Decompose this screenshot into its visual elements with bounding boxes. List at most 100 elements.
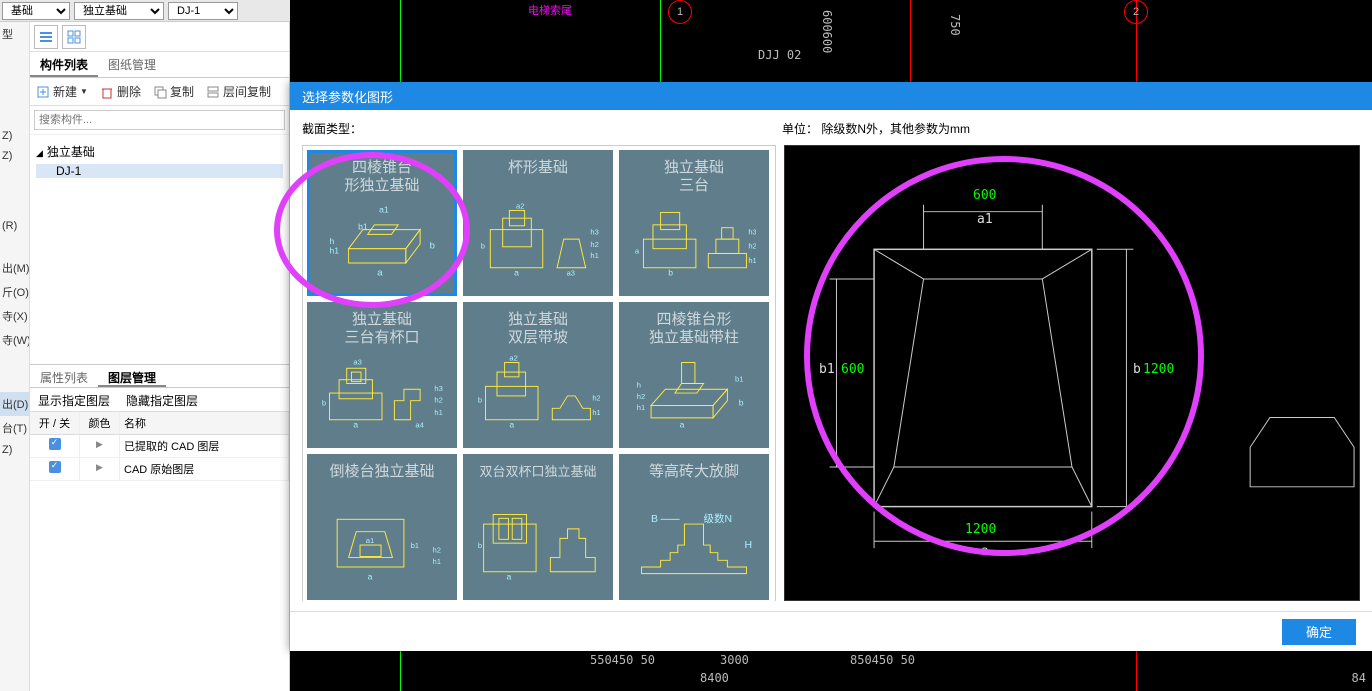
layer-table: 开 / 关 颜色 名称 ▶ 已提取的 CAD 图层 ▶ CAD 原始图层 — [30, 412, 289, 481]
layer-table-header: 开 / 关 颜色 名称 — [30, 412, 289, 435]
delete-icon — [100, 85, 114, 99]
thumb-sketch: a a2 b h3 h2 h1 a3 — [476, 201, 600, 277]
cad-dim: 550450 50 — [590, 653, 655, 667]
copy-icon — [153, 85, 167, 99]
dialog-header-row: 截面类型： 单位： 除级数N外，其他参数为mm — [302, 120, 1360, 137]
svg-text:h1: h1 — [330, 245, 340, 255]
layercopy-label: 层间复制 — [223, 83, 271, 100]
shape-thumb[interactable]: 等高砖大放脚 B 级数N H — [619, 454, 769, 600]
color-swatch[interactable]: ▶ — [96, 439, 103, 449]
copy-button[interactable]: 复制 — [147, 83, 200, 100]
tab-drawing-manage[interactable]: 图纸管理 — [98, 52, 166, 77]
svg-text:a1: a1 — [379, 204, 389, 214]
col-name: 名称 — [120, 412, 289, 434]
ok-button[interactable]: 确定 — [1282, 619, 1356, 645]
dialog-footer: 确定 — [290, 611, 1372, 651]
layer-row[interactable]: ▶ CAD 原始图层 — [30, 458, 289, 481]
delete-button[interactable]: 删除 — [94, 83, 147, 100]
svg-text:B: B — [651, 514, 658, 525]
shape-thumb[interactable]: 双台双杯口独立基础 a b — [463, 454, 613, 600]
svg-text:h1: h1 — [748, 256, 756, 265]
svg-text:b: b — [481, 242, 485, 251]
cad-dim: 850450 50 — [850, 653, 915, 667]
tree-child[interactable]: DJ-1 — [36, 164, 283, 178]
svg-text:h2: h2 — [433, 546, 441, 555]
thumb-sketch: a b h1 h a1 b1 — [320, 201, 444, 277]
shape-thumb[interactable]: 倒棱台独立基础 a a1 b1 h2 h1 — [307, 454, 457, 600]
svg-text:b: b — [668, 267, 673, 277]
grid-view-icon[interactable] — [62, 25, 86, 49]
new-button[interactable]: 新建▼ — [30, 83, 94, 100]
thumbnail-panel[interactable]: 四棱锥台 形独立基础 a b h1 h a1 b1 — [302, 145, 776, 601]
tree-root[interactable]: ◢独立基础 — [36, 141, 283, 162]
dim-a-lbl: a — [981, 544, 989, 559]
sidebar-item[interactable]: Z) — [0, 146, 29, 166]
sidebar-item[interactable]: 寺(W) — [0, 328, 29, 352]
thumb-sketch: a b a2 h2 h1 — [476, 353, 600, 429]
list-view-icon[interactable] — [34, 25, 58, 49]
svg-text:a3: a3 — [567, 268, 575, 277]
grid-bubble: 2 — [1124, 0, 1148, 24]
svg-text:h1: h1 — [434, 408, 442, 417]
svg-text:h: h — [637, 380, 641, 389]
layer-row[interactable]: ▶ 已提取的 CAD 图层 — [30, 435, 289, 458]
thumb-title: 双台双杯口独立基础 — [466, 463, 610, 481]
sidebar-item[interactable]: 型 — [0, 22, 29, 46]
parametric-shape-dialog: 选择参数化图形 截面类型： 单位： 除级数N外，其他参数为mm 四棱锥台 形独立… — [290, 82, 1372, 651]
sidebar-item[interactable]: 出(M) — [0, 256, 29, 280]
checkbox-icon[interactable] — [49, 438, 61, 450]
thumbnail-grid: 四棱锥台 形独立基础 a b h1 h a1 b1 — [307, 150, 771, 600]
copy-label: 复制 — [170, 83, 194, 100]
shape-thumb[interactable]: 独立基础 双层带坡 a b a2 h2 h1 — [463, 302, 613, 448]
tab-component-list[interactable]: 构件列表 — [30, 52, 98, 77]
thumb-title: 杯形基础 — [466, 159, 610, 177]
col-onoff: 开 / 关 — [30, 412, 80, 434]
sidebar-item[interactable]: (R) — [0, 216, 29, 236]
shape-thumb[interactable]: 独立基础 三台 b a h3 h2 h1 — [619, 150, 769, 296]
shape-thumb[interactable]: 四棱锥台 形独立基础 a b h1 h a1 b1 — [307, 150, 457, 296]
cad-text: 电梯索尾 — [528, 2, 572, 18]
sidebar-item[interactable]: 台(T) — [0, 416, 29, 440]
thumb-title: 四棱锥台 形独立基础 — [310, 159, 454, 195]
cad-canvas-top: 电梯索尾 DJJ 02 600600 750 1 2 — [290, 0, 1372, 82]
shape-thumb[interactable]: 独立基础 三台有杯口 a b a3 a4 h3 h2 — [307, 302, 457, 448]
preview-svg — [785, 146, 1359, 600]
subcategory-select[interactable]: 独立基础 — [74, 2, 164, 20]
thumb-sketch: a b — [476, 505, 600, 581]
checkbox-icon[interactable] — [49, 461, 61, 473]
tree-root-label: 独立基础 — [47, 145, 95, 159]
sidebar-item[interactable]: Z) — [0, 126, 29, 146]
layer-name: CAD 原始图层 — [120, 458, 289, 480]
search-row — [30, 106, 289, 135]
sidebar-item[interactable]: 斤(O) — [0, 280, 29, 304]
sidebar-item[interactable]: Z) — [0, 440, 29, 460]
svg-text:h2: h2 — [637, 392, 645, 401]
shape-thumb[interactable]: 四棱锥台形 独立基础带柱 a b h2 h1 h b1 — [619, 302, 769, 448]
sidebar-item[interactable]: 出(D) — [0, 392, 29, 416]
svg-text:a: a — [507, 571, 512, 581]
svg-text:a2: a2 — [516, 202, 524, 211]
search-input[interactable] — [34, 110, 285, 130]
show-layer-tab[interactable]: 显示指定图层 — [30, 388, 118, 411]
category-select[interactable]: 基础 — [2, 2, 70, 20]
svg-text:h: h — [330, 236, 335, 246]
svg-text:a: a — [368, 571, 373, 581]
thumb-sketch: a b h2 h1 h b1 — [632, 353, 756, 429]
color-swatch[interactable]: ▶ — [96, 462, 103, 472]
sidebar-item[interactable]: 寺(X) — [0, 304, 29, 328]
hide-layer-tab[interactable]: 隐藏指定图层 — [118, 388, 206, 411]
tab-layers[interactable]: 图层管理 — [98, 365, 166, 387]
svg-text:b1: b1 — [411, 541, 419, 550]
thumb-title: 四棱锥台形 独立基础带柱 — [622, 311, 766, 347]
thumb-sketch: a b a3 a4 h3 h2 h1 — [320, 353, 444, 429]
layer-copy-button[interactable]: 层间复制 — [200, 83, 277, 100]
svg-text:a: a — [514, 267, 519, 277]
component-select[interactable]: DJ-1 — [168, 2, 238, 20]
tab-attributes[interactable]: 属性列表 — [30, 365, 98, 387]
component-toolbar: 新建▼ 删除 复制 层间复制 — [30, 78, 289, 106]
col-color: 颜色 — [80, 412, 120, 434]
grid-bubble: 1 — [668, 0, 692, 24]
cad-gridline — [660, 0, 661, 82]
shape-thumb[interactable]: 杯形基础 a a2 b h3 h2 h1 a3 — [463, 150, 613, 296]
thumb-sketch: b a h3 h2 h1 — [632, 201, 756, 277]
